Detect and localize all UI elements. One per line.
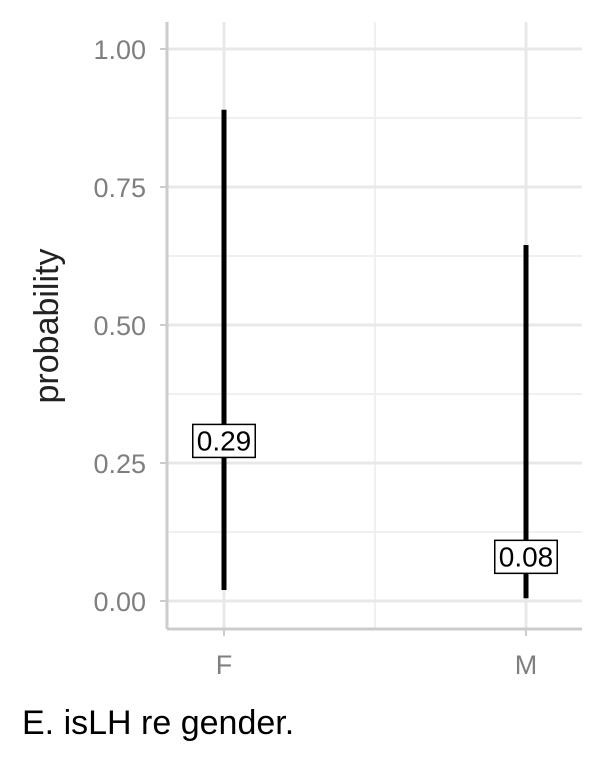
y-tick-label: 0.25 [93,449,146,479]
y-tick-label: 0.75 [93,173,146,203]
y-tick-label: 0.50 [93,311,146,341]
axes-layer: 0.00 0.25 0.50 0.75 1.00 F M [93,22,582,680]
y-axis-title: probability [28,249,66,404]
data-label-box-f [192,423,256,459]
y-tick-label: 0.00 [93,587,146,617]
data-label-m: 0.08 [499,541,554,572]
x-tick-label: F [216,650,233,680]
x-tick-label: M [515,650,538,680]
labels-layer: 0.29 0.08 [192,423,558,575]
figure-caption: E. isLH re gender. [22,704,294,742]
data-label-f: 0.29 [197,425,252,456]
data-label-box-m [494,539,558,575]
y-tick-label: 1.00 [93,35,146,65]
marks-layer [221,109,529,599]
grid-layer [167,22,582,629]
